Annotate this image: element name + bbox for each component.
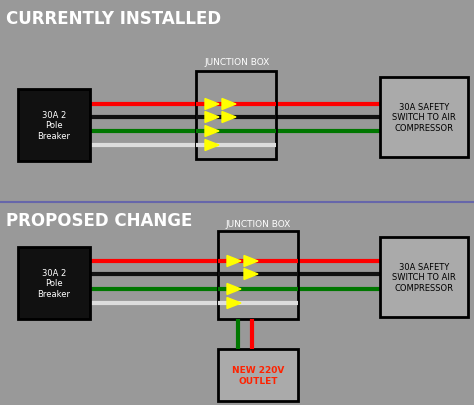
Text: CURRENTLY INSTALLED: CURRENTLY INSTALLED [6, 10, 221, 28]
Polygon shape [227, 298, 241, 309]
Bar [18, 90, 90, 162]
Polygon shape [205, 126, 219, 137]
Polygon shape [244, 256, 258, 267]
Polygon shape [227, 256, 241, 267]
Text: 30A 2
Pole
Breaker: 30A 2 Pole Breaker [37, 269, 71, 298]
Text: JUNCTION BOX: JUNCTION BOX [225, 220, 291, 228]
Text: 30A SAFETY
SWITCH TO AIR
COMPRESSOR: 30A SAFETY SWITCH TO AIR COMPRESSOR [392, 103, 456, 132]
Text: JUNCTION BOX: JUNCTION BOX [204, 58, 270, 67]
Polygon shape [222, 112, 236, 123]
Bar [218, 349, 298, 401]
Text: 30A 2
Pole
Breaker: 30A 2 Pole Breaker [37, 111, 71, 141]
Bar [380, 78, 468, 158]
Bar [196, 72, 276, 160]
Polygon shape [227, 284, 241, 295]
Bar [218, 231, 298, 319]
Bar [380, 237, 468, 317]
Polygon shape [205, 112, 219, 123]
Polygon shape [244, 269, 258, 280]
Bar [18, 247, 90, 319]
Polygon shape [222, 99, 236, 110]
Text: PROPOSED CHANGE: PROPOSED CHANGE [6, 211, 192, 230]
Polygon shape [205, 99, 219, 110]
Text: NEW 220V
OUTLET: NEW 220V OUTLET [232, 365, 284, 385]
Polygon shape [205, 140, 219, 151]
Text: 30A SAFETY
SWITCH TO AIR
COMPRESSOR: 30A SAFETY SWITCH TO AIR COMPRESSOR [392, 262, 456, 292]
